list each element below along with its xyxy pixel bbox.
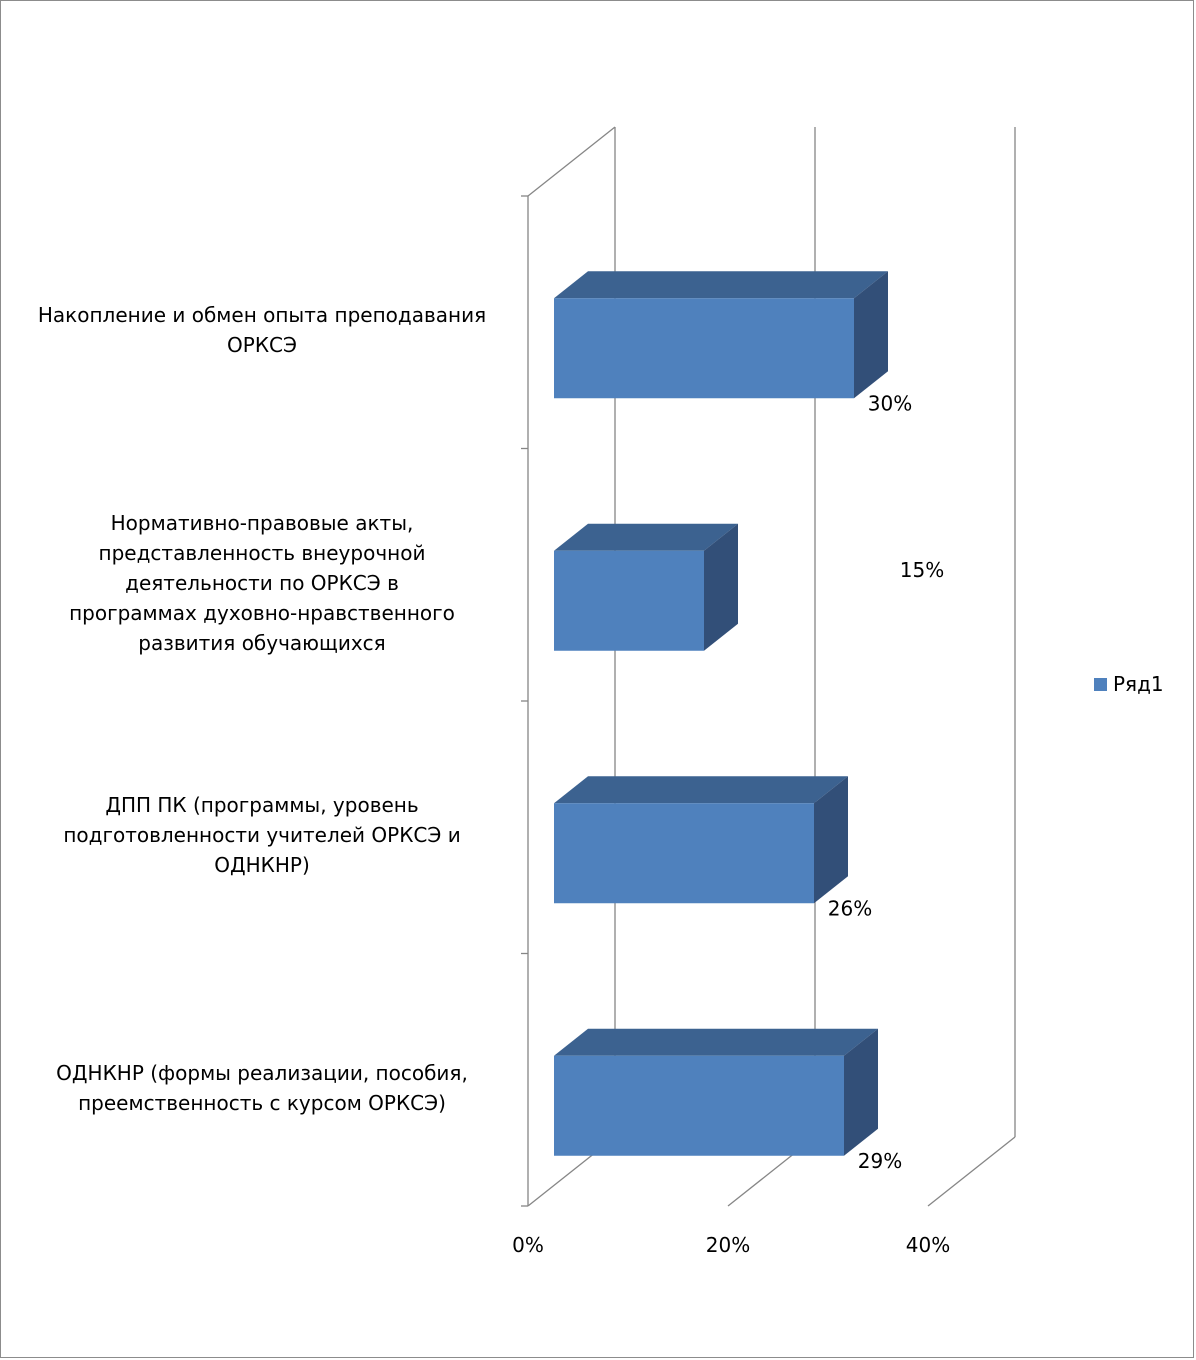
category-label: ОДНКНР (формы реализации, пособия, преем… xyxy=(56,1060,468,1115)
bar-top xyxy=(554,1028,878,1056)
bar-side xyxy=(844,1028,878,1156)
bar xyxy=(554,803,814,904)
legend-swatch xyxy=(1094,677,1107,691)
bar xyxy=(554,298,854,399)
data-label: 26% xyxy=(828,896,872,920)
legend: Ряд1 xyxy=(1094,672,1164,696)
bar-side xyxy=(814,776,848,904)
data-label: 29% xyxy=(858,1149,902,1173)
bar xyxy=(554,1055,844,1156)
bar-top xyxy=(554,523,738,551)
data-label: 30% xyxy=(868,391,912,415)
category-label: ДПП ПК (программы, уровень подготовленно… xyxy=(63,793,461,878)
data-label: 15% xyxy=(900,558,944,582)
bar xyxy=(554,550,704,651)
x-tick-label: 40% xyxy=(906,1233,950,1257)
bar-top xyxy=(554,271,888,299)
floor-gridline xyxy=(927,1136,1016,1207)
x-tick-label: 20% xyxy=(706,1233,750,1257)
bar-side xyxy=(704,523,738,651)
category-label: Нормативно-правовые акты, представленнос… xyxy=(69,510,455,655)
bar-top xyxy=(554,776,848,804)
category-label: Накопление и обмен опыта преподавания ОР… xyxy=(37,303,487,358)
x-tick-label: 0% xyxy=(512,1233,544,1257)
bar-side xyxy=(854,271,888,399)
wall-edge xyxy=(527,126,616,197)
legend-label: Ряд1 xyxy=(1113,672,1164,696)
